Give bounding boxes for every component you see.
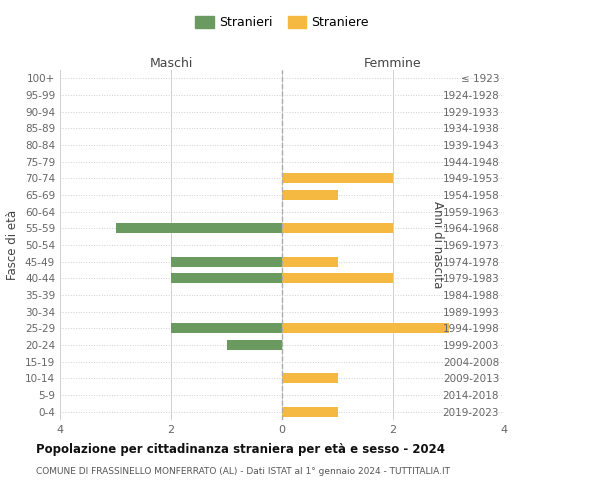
Bar — [282, 324, 449, 334]
Bar — [282, 174, 393, 184]
Bar — [171, 274, 282, 283]
Y-axis label: Anni di nascita: Anni di nascita — [431, 202, 444, 288]
Legend: Stranieri, Straniere: Stranieri, Straniere — [190, 11, 374, 34]
Bar — [282, 406, 337, 416]
Bar — [282, 190, 337, 200]
Text: Maschi: Maschi — [149, 57, 193, 70]
Text: Femmine: Femmine — [364, 57, 422, 70]
Bar — [171, 256, 282, 266]
Text: Popolazione per cittadinanza straniera per età e sesso - 2024: Popolazione per cittadinanza straniera p… — [36, 442, 445, 456]
Bar — [282, 256, 337, 266]
Text: COMUNE DI FRASSINELLO MONFERRATO (AL) - Dati ISTAT al 1° gennaio 2024 - TUTTITAL: COMUNE DI FRASSINELLO MONFERRATO (AL) - … — [36, 468, 450, 476]
Bar — [171, 324, 282, 334]
Y-axis label: Fasce di età: Fasce di età — [7, 210, 19, 280]
Bar — [282, 274, 393, 283]
Bar — [282, 224, 393, 234]
Bar — [282, 374, 337, 384]
Bar — [227, 340, 282, 350]
Bar — [115, 224, 282, 234]
